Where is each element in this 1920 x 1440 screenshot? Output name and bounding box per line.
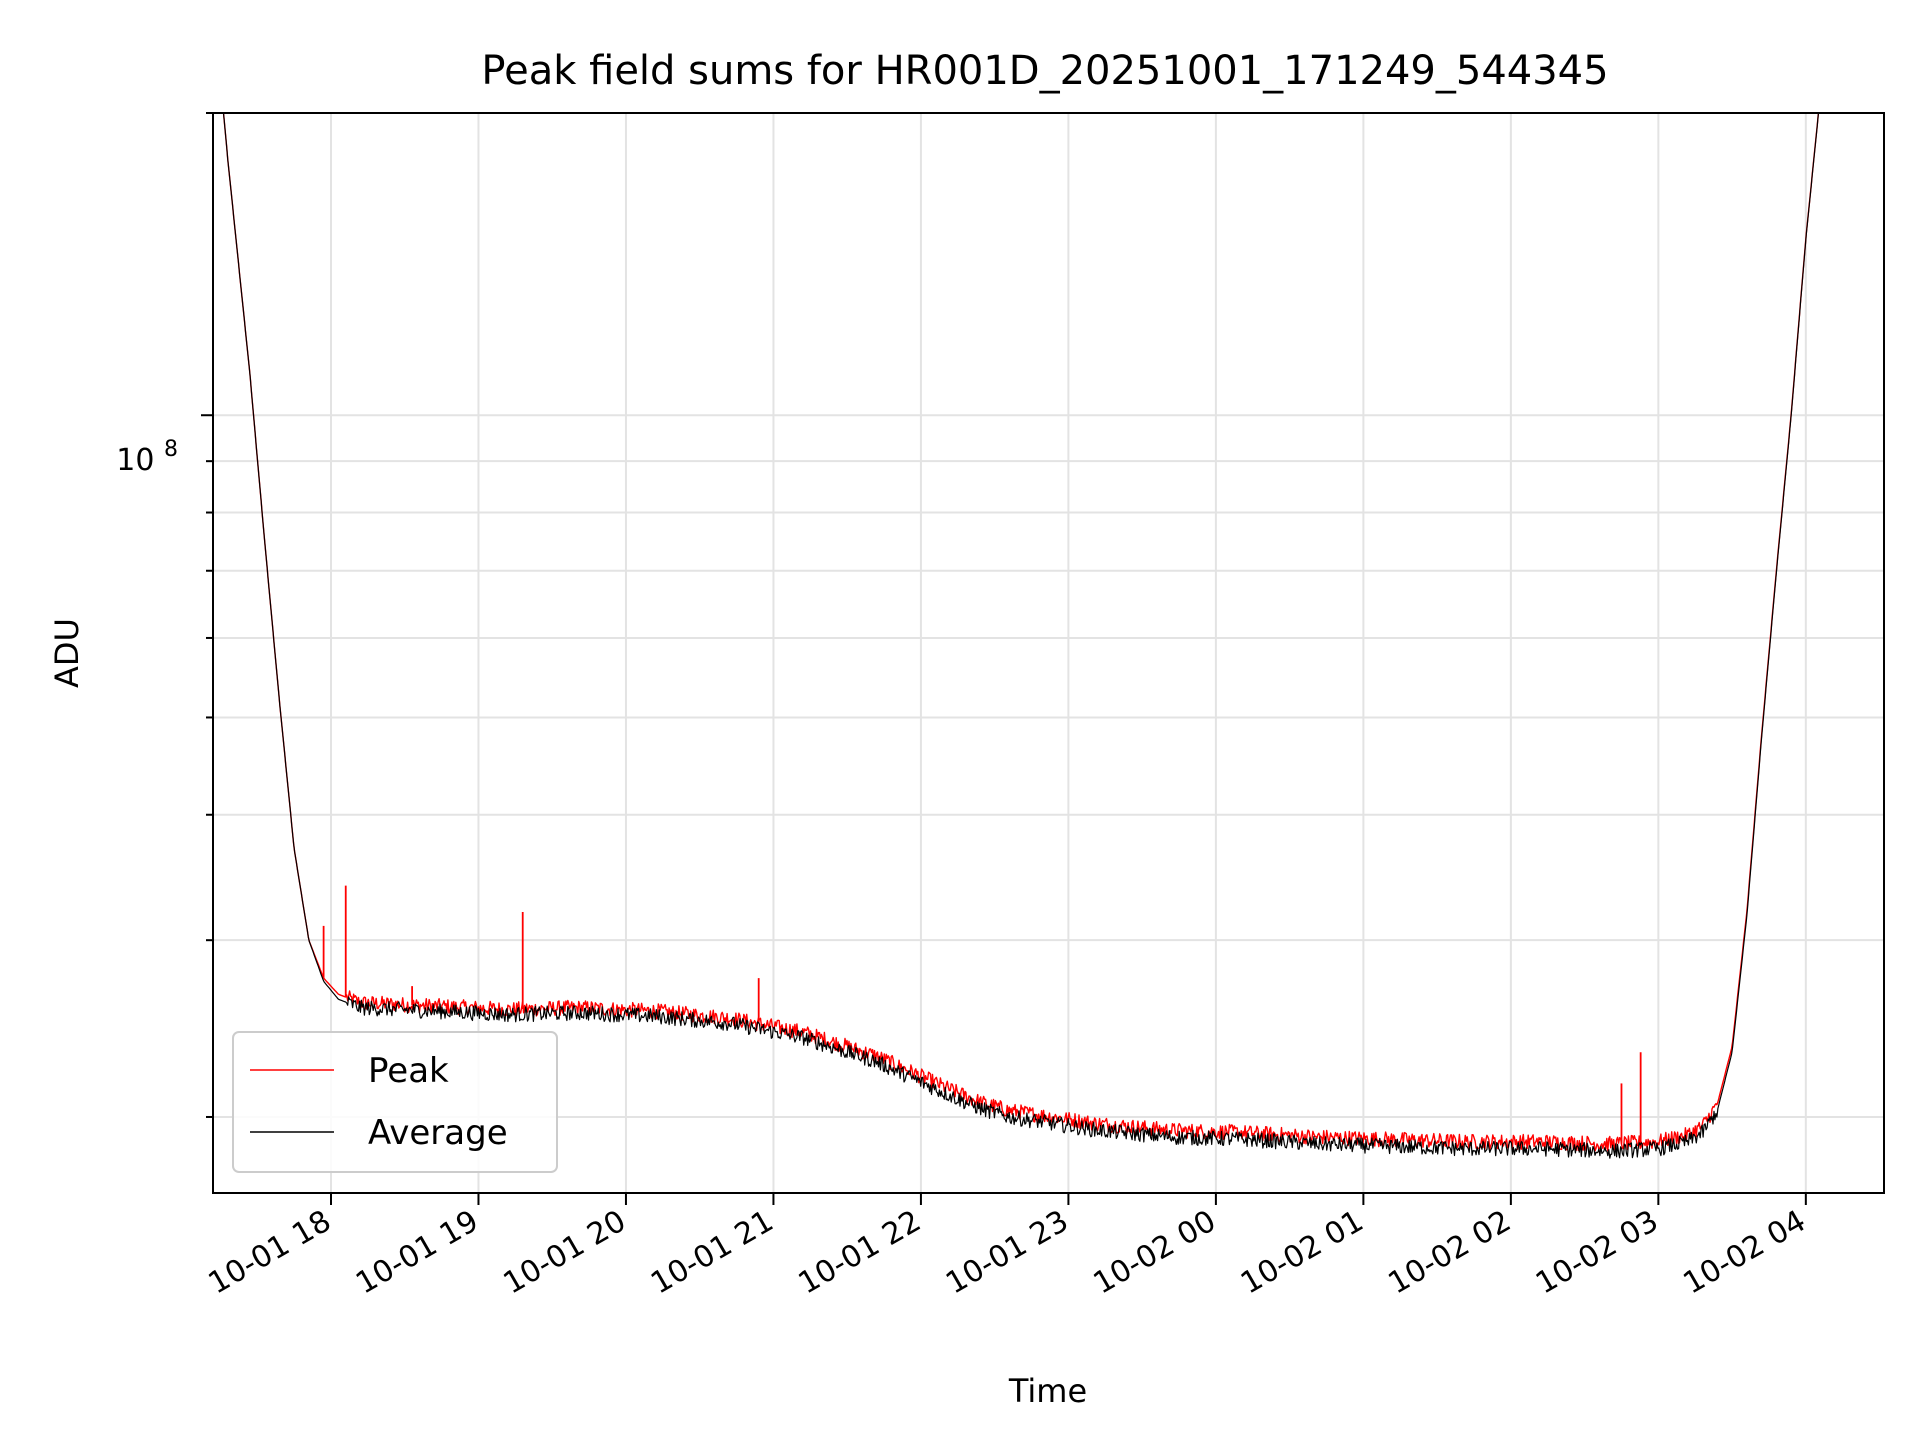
grid (213, 112, 1884, 1193)
y-tick-label: 10 8 (116, 437, 178, 478)
chart-title: Peak field sums for HR001D_20251001_1712… (481, 48, 1608, 94)
x-axis-title: Time (1008, 1372, 1087, 1410)
legend-label-average: Average (368, 1113, 508, 1153)
series-layer (222, 113, 1820, 1159)
y-axis-ticks (201, 112, 213, 1118)
y-tick-label-base: 10 (116, 443, 154, 478)
plot-frame (212, 112, 1885, 1194)
series-line-peak (222, 113, 1820, 1152)
legend-box (232, 1031, 558, 1173)
y-axis-title: ADU (48, 618, 86, 688)
y-tick-label-exponent: 8 (164, 437, 178, 462)
legend: Peak Average (232, 1031, 558, 1173)
plot-area (212, 112, 1885, 1194)
series-line-average (222, 113, 1820, 1159)
legend-label-peak: Peak (368, 1051, 449, 1091)
